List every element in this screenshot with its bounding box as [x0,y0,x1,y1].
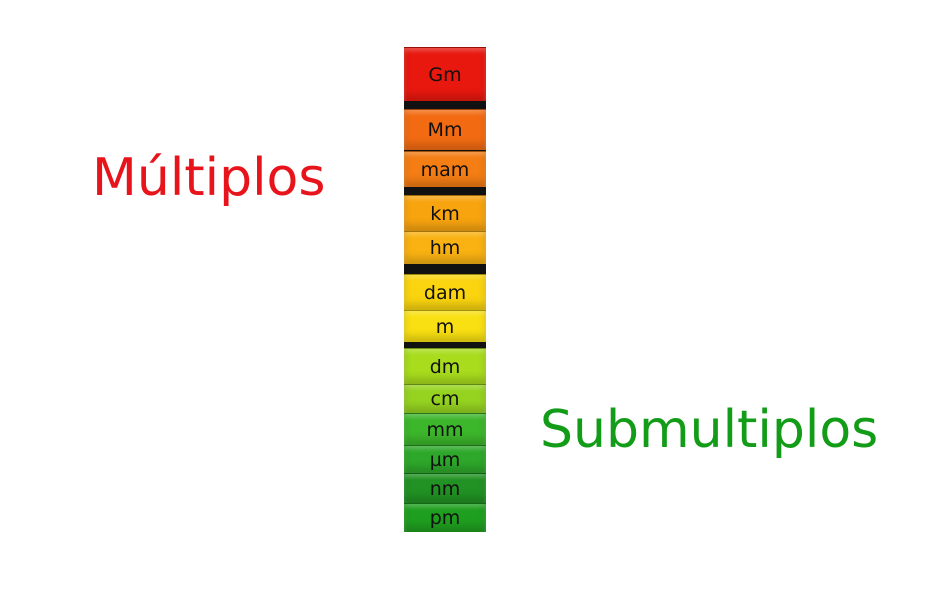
unit-scale-column: Gm Mm mam km hm dam m dm cm mm µm nm pm [404,47,486,532]
unit-segment-um: µm [404,445,486,473]
unit-segment-km: km [404,195,486,231]
submultiplos-label: Submultiplos [540,400,879,460]
unit-segment-m: m [404,310,486,342]
unit-segment-nm: nm [404,473,486,503]
unit-segment-mam: mam [404,151,486,187]
unit-segment-mm-mega: Mm [404,109,486,150]
multiplos-label: Múltiplos [92,148,326,208]
unit-segment-cm: cm [404,384,486,413]
unit-segment-dm: dm [404,348,486,384]
unit-segment-hm: hm [404,231,486,264]
unit-segment-mm-milli: mm [404,413,486,445]
unit-segment-gm: Gm [404,47,486,101]
unit-segment-pm: pm [404,503,486,532]
unit-segment-dam: dam [404,274,486,310]
